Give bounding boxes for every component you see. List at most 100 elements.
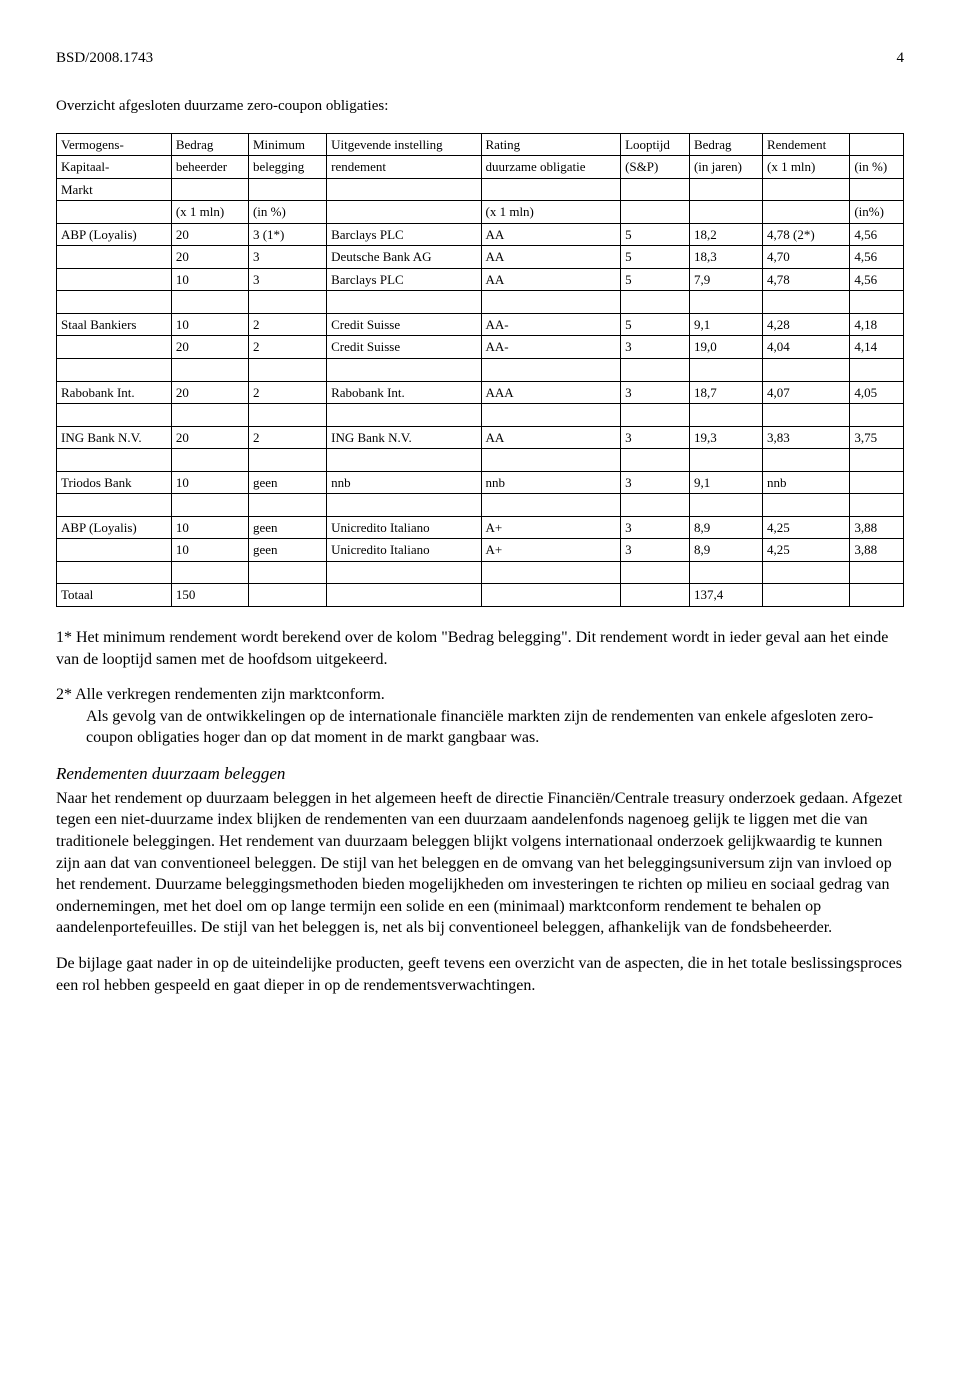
table-cell: 4,05 <box>850 381 904 404</box>
table-cell: 4,56 <box>850 268 904 291</box>
table-cell: ING Bank N.V. <box>327 426 481 449</box>
table-cell: 5 <box>621 246 690 269</box>
table-cell: 5 <box>621 313 690 336</box>
table-cell: 4,56 <box>850 223 904 246</box>
table-cell <box>689 358 762 381</box>
table-cell: 18,2 <box>689 223 762 246</box>
th: Looptijd <box>621 133 690 156</box>
th: (x 1 mln) <box>762 156 849 179</box>
closing-paragraph: De bijlage gaat nader in op de uiteindel… <box>56 953 904 996</box>
table-cell <box>762 494 849 517</box>
table-cell: geen <box>248 471 326 494</box>
th: (S&P) <box>621 156 690 179</box>
table-cell: 3,75 <box>850 426 904 449</box>
table-cell <box>57 336 172 359</box>
table-cell <box>762 584 849 607</box>
table-cell <box>327 561 481 584</box>
table-row: ABP (Loyalis)203 (1*)Barclays PLCAA518,2… <box>57 223 904 246</box>
table-cell: Unicredito Italiano <box>327 516 481 539</box>
th: Markt <box>57 178 172 201</box>
table-cell: 4,07 <box>762 381 849 404</box>
table-cell: A+ <box>481 539 621 562</box>
th <box>327 201 481 224</box>
table-row: 10geenUnicredito ItalianoA+38,94,253,88 <box>57 539 904 562</box>
table-cell <box>327 494 481 517</box>
table-row <box>57 449 904 472</box>
table-cell <box>689 291 762 314</box>
table-cell: 9,1 <box>689 313 762 336</box>
table-cell <box>689 494 762 517</box>
table-cell: 5 <box>621 223 690 246</box>
th: rendement <box>327 156 481 179</box>
table-cell: AA <box>481 246 621 269</box>
table-cell: 10 <box>171 268 248 291</box>
doc-reference: BSD/2008.1743 <box>56 48 153 68</box>
table-cell: 3 <box>621 336 690 359</box>
table-cell <box>171 494 248 517</box>
table-cell <box>621 449 690 472</box>
table-cell: ABP (Loyalis) <box>57 223 172 246</box>
table-cell <box>171 449 248 472</box>
table-cell: AA <box>481 268 621 291</box>
table-cell <box>327 358 481 381</box>
table-cell: 3,88 <box>850 516 904 539</box>
table-cell: AA- <box>481 313 621 336</box>
table-cell <box>248 584 326 607</box>
table-cell <box>850 449 904 472</box>
table-cell: ING Bank N.V. <box>57 426 172 449</box>
table-cell: 10 <box>171 471 248 494</box>
table-cell <box>762 404 849 427</box>
th: Minimum <box>248 133 326 156</box>
table-cell <box>850 561 904 584</box>
section-body: Naar het rendement op duurzaam beleggen … <box>56 788 904 939</box>
table-cell: 8,9 <box>689 539 762 562</box>
table-cell: nnb <box>327 471 481 494</box>
table-cell: 9,1 <box>689 471 762 494</box>
table-cell <box>689 561 762 584</box>
table-cell: 18,3 <box>689 246 762 269</box>
table-cell: 137,4 <box>689 584 762 607</box>
table-cell: Rabobank Int. <box>327 381 481 404</box>
table-cell <box>621 404 690 427</box>
th: Uitgevende instelling <box>327 133 481 156</box>
table-cell: A+ <box>481 516 621 539</box>
table-cell: Totaal <box>57 584 172 607</box>
footnote-2a: 2* Alle verkregen rendementen zijn markt… <box>56 684 904 706</box>
table-cell <box>850 358 904 381</box>
th: Bedrag <box>689 133 762 156</box>
th: (in jaren) <box>689 156 762 179</box>
th: Vermogens- <box>57 133 172 156</box>
table-cell <box>481 404 621 427</box>
table-body: ABP (Loyalis)203 (1*)Barclays PLCAA518,2… <box>57 223 904 606</box>
table-cell: 7,9 <box>689 268 762 291</box>
table-cell: 4,28 <box>762 313 849 336</box>
table-cell: Unicredito Italiano <box>327 539 481 562</box>
table-cell: 4,14 <box>850 336 904 359</box>
table-cell: 3 <box>621 381 690 404</box>
th <box>57 201 172 224</box>
table-cell <box>248 494 326 517</box>
table-title: Overzicht afgesloten duurzame zero-coupo… <box>56 96 904 116</box>
table-cell <box>481 561 621 584</box>
table-cell: 20 <box>171 426 248 449</box>
table-cell: 4,70 <box>762 246 849 269</box>
table-cell <box>327 291 481 314</box>
table-cell <box>171 358 248 381</box>
table-cell <box>481 584 621 607</box>
table-cell: 2 <box>248 381 326 404</box>
th <box>171 178 248 201</box>
table-cell <box>481 449 621 472</box>
th <box>689 201 762 224</box>
th: (x 1 mln) <box>481 201 621 224</box>
table-cell: Triodos Bank <box>57 471 172 494</box>
table-row <box>57 494 904 517</box>
th: Rating <box>481 133 621 156</box>
table-head-row-1: Vermogens- Bedrag Minimum Uitgevende ins… <box>57 133 904 156</box>
table-cell: 4,04 <box>762 336 849 359</box>
th <box>762 178 849 201</box>
table-head-row-3: Markt <box>57 178 904 201</box>
table-cell: 3 <box>621 539 690 562</box>
table-cell <box>850 494 904 517</box>
table-cell <box>481 494 621 517</box>
th <box>621 178 690 201</box>
